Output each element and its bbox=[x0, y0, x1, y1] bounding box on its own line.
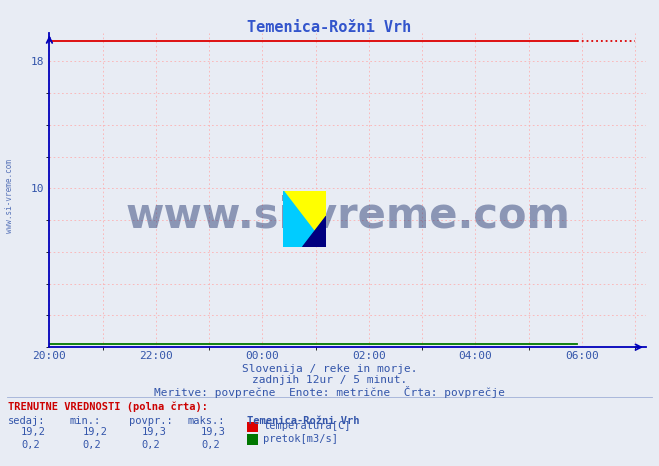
Text: 19,3: 19,3 bbox=[142, 427, 167, 437]
Polygon shape bbox=[283, 191, 326, 247]
Text: 0,2: 0,2 bbox=[142, 440, 160, 450]
Text: Slovenija / reke in morje.: Slovenija / reke in morje. bbox=[242, 364, 417, 374]
Text: zadnjih 12ur / 5 minut.: zadnjih 12ur / 5 minut. bbox=[252, 375, 407, 385]
Text: 0,2: 0,2 bbox=[21, 440, 40, 450]
Polygon shape bbox=[283, 191, 326, 247]
Text: 19,2: 19,2 bbox=[21, 427, 46, 437]
Text: sedaj:: sedaj: bbox=[8, 416, 45, 425]
Text: 0,2: 0,2 bbox=[201, 440, 219, 450]
Text: min.:: min.: bbox=[69, 416, 100, 425]
Text: pretok[m3/s]: pretok[m3/s] bbox=[263, 434, 338, 445]
Text: Temenica-Rožni Vrh: Temenica-Rožni Vrh bbox=[247, 20, 412, 35]
Text: TRENUTNE VREDNOSTI (polna črta):: TRENUTNE VREDNOSTI (polna črta): bbox=[8, 402, 208, 412]
Text: www.si-vreme.com: www.si-vreme.com bbox=[5, 159, 14, 233]
Polygon shape bbox=[302, 216, 326, 247]
Text: temperatura[C]: temperatura[C] bbox=[263, 421, 351, 432]
Text: Temenica-Rožni Vrh: Temenica-Rožni Vrh bbox=[247, 416, 360, 425]
Text: 19,3: 19,3 bbox=[201, 427, 226, 437]
Text: Meritve: povprečne  Enote: metrične  Črta: povprečje: Meritve: povprečne Enote: metrične Črta:… bbox=[154, 386, 505, 398]
Text: 19,2: 19,2 bbox=[82, 427, 107, 437]
Text: maks.:: maks.: bbox=[188, 416, 225, 425]
Text: povpr.:: povpr.: bbox=[129, 416, 172, 425]
Text: www.si-vreme.com: www.si-vreme.com bbox=[125, 194, 570, 236]
Text: 0,2: 0,2 bbox=[82, 440, 101, 450]
